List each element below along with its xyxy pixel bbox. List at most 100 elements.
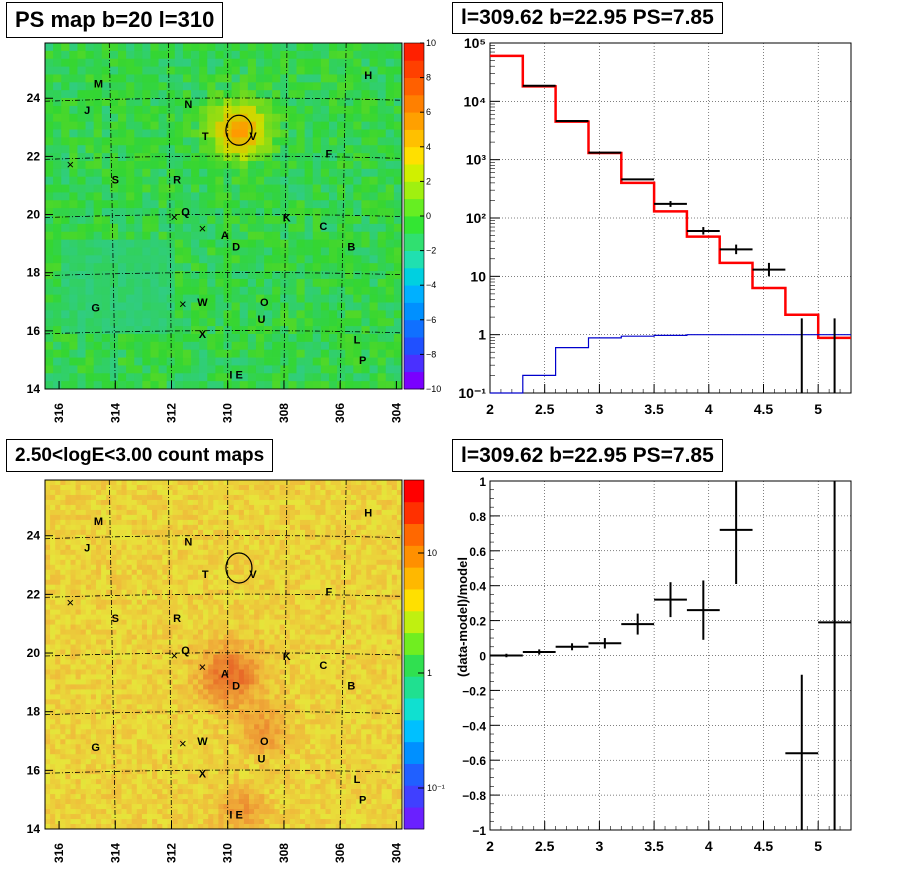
heatmap-cell (173, 545, 179, 550)
heatmap-cell (199, 185, 208, 193)
heatmap-cell (86, 714, 92, 719)
heatmap-cell (198, 645, 204, 650)
heatmap-cell (394, 358, 403, 366)
heatmap-cell (65, 799, 71, 804)
heatmap-cell (207, 295, 216, 303)
heatmap-cell (280, 263, 289, 271)
heatmap-cell (76, 620, 82, 625)
heatmap-cell (60, 625, 66, 630)
heatmap-cell (188, 480, 194, 485)
heatmap-cell (132, 495, 138, 500)
heatmap-cell (101, 545, 107, 550)
heatmap-cell (45, 754, 51, 759)
heatmap-cell (188, 679, 194, 684)
heatmap-cell (96, 560, 102, 565)
heatmap-cell (208, 500, 214, 505)
heatmap-cell (137, 570, 143, 575)
heatmap-cell (127, 714, 133, 719)
heatmap-cell (81, 635, 87, 640)
heatmap-cell (162, 605, 168, 610)
heatmap-cell (81, 789, 87, 794)
heatmap-cell (60, 744, 66, 749)
heatmap-cell (361, 279, 370, 287)
heatmap-cell (71, 749, 77, 754)
heatmap-cell (71, 779, 77, 784)
heatmap-cell (137, 779, 143, 784)
heatmap-cell (218, 645, 224, 650)
heatmap-cell (229, 784, 235, 789)
heatmap-cell (116, 799, 122, 804)
heatmap-cell (218, 495, 224, 500)
heatmap-cell (208, 744, 214, 749)
heatmap-cell (313, 303, 322, 311)
heatmap-cell (45, 555, 51, 560)
heatmap-cell (370, 271, 379, 279)
heatmap-cell (142, 774, 148, 779)
heatmap-cell (191, 153, 200, 161)
heatmap-cell (264, 192, 273, 200)
heatmap-cell (175, 137, 184, 145)
heatmap-cell (232, 192, 241, 200)
heatmap-cell (203, 674, 209, 679)
heatmap-cell (71, 744, 77, 749)
heatmap-cell (178, 485, 184, 490)
heatmap-cell (60, 694, 66, 699)
heatmap-cell (297, 106, 306, 114)
heatmap-cell (198, 610, 204, 615)
heatmap-cell (297, 145, 306, 153)
heatmap-cell (167, 565, 173, 570)
heatmap-cell (229, 485, 235, 490)
heatmap-cell (147, 490, 153, 495)
heatmap-cell (118, 200, 127, 208)
heatmap-cell (183, 530, 189, 535)
heatmap-cell (240, 106, 249, 114)
heatmap-cell (229, 595, 235, 600)
heatmap-cell (101, 590, 107, 595)
heatmap-cell (203, 595, 209, 600)
heatmap-cell (147, 560, 153, 565)
heatmap-cell (207, 122, 216, 130)
heatmap-cell (215, 255, 224, 263)
heatmap-cell (81, 794, 87, 799)
heatmap-cell (370, 365, 379, 373)
heatmap-cell (188, 520, 194, 525)
heatmap-cell (91, 764, 97, 769)
heatmap-cell (193, 645, 199, 650)
heatmap-cell (81, 520, 87, 525)
heatmap-cell (77, 192, 86, 200)
heatmap-cell (94, 67, 103, 75)
heatmap-cell (152, 744, 158, 749)
heatmap-cell (218, 719, 224, 724)
heatmap-cell (118, 240, 127, 248)
heatmap-cell (45, 804, 51, 809)
heatmap-cell (77, 303, 86, 311)
heatmap-cell (157, 789, 163, 794)
heatmap-cell (244, 669, 250, 674)
heatmap-cell (147, 615, 153, 620)
heatmap-cell (198, 759, 204, 764)
heatmap-cell (61, 342, 70, 350)
heatmap-cell (208, 625, 214, 630)
heatmap-cell (203, 635, 209, 640)
heatmap-cell (53, 177, 62, 185)
heatmap-cell (224, 724, 230, 729)
heatmap-cell (150, 145, 159, 153)
heatmap-cell (61, 303, 70, 311)
heatmap-cell (191, 279, 200, 287)
heatmap-cell (55, 495, 61, 500)
heatmap-cell (65, 684, 71, 689)
heatmap-cell (111, 500, 117, 505)
heatmap-cell (142, 334, 151, 342)
heatmap-cell (55, 635, 61, 640)
heatmap-cell (224, 485, 230, 490)
heatmap-cell (329, 287, 338, 295)
heatmap-cell (173, 774, 179, 779)
heatmap-cell (76, 779, 82, 784)
heatmap-cell (198, 719, 204, 724)
heatmap-cell (193, 784, 199, 789)
heatmap-cell (183, 185, 192, 193)
heatmap-cell (213, 540, 219, 545)
heatmap-cell (361, 216, 370, 224)
heatmap-cell (86, 153, 95, 161)
heatmap-cell (60, 620, 66, 625)
